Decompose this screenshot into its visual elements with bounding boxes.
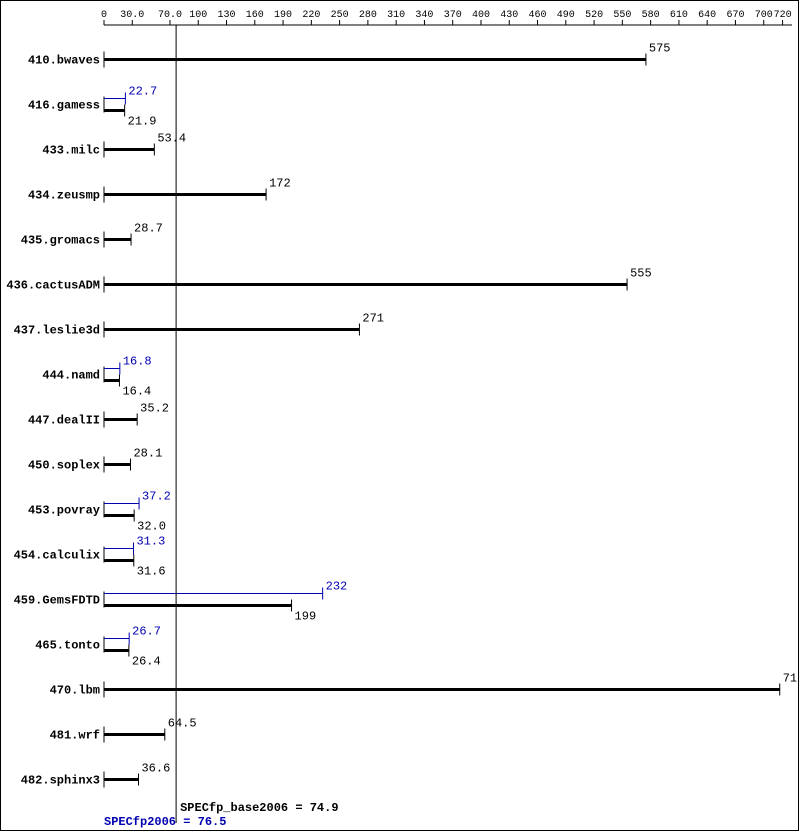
- bar-peak-value: 26.7: [132, 625, 161, 639]
- bar-base-value: 199: [295, 610, 317, 624]
- bar-base-value: 717: [783, 672, 799, 686]
- benchmark-label: 434.zeusmp: [28, 189, 100, 203]
- benchmark-label: 433.milc: [42, 144, 100, 158]
- footer-base-label: SPECfp_base2006 = 74.9: [180, 801, 338, 815]
- x-axis-label: 280: [359, 10, 377, 21]
- x-axis-label: 460: [529, 10, 547, 21]
- x-axis-label: 0: [101, 10, 107, 21]
- bar-base-value: 28.1: [133, 447, 162, 461]
- bar-base-value: 16.4: [122, 385, 151, 399]
- x-axis-label: 430: [500, 10, 518, 21]
- benchmark-label: 470.lbm: [50, 684, 100, 698]
- benchmark-label: 454.calculix: [14, 549, 100, 563]
- benchmark-label: 410.bwaves: [28, 54, 100, 68]
- benchmark-label: 465.tonto: [35, 639, 100, 653]
- x-axis-label: 220: [302, 10, 320, 21]
- x-axis-label: 490: [557, 10, 575, 21]
- benchmark-label: 436.cactusADM: [6, 279, 100, 293]
- benchmark-label: 444.namd: [42, 369, 100, 383]
- bar-base-value: 172: [269, 177, 291, 191]
- bar-base-value: 575: [649, 42, 671, 56]
- footer-peak-label: SPECfp2006 = 76.5: [104, 815, 226, 829]
- bar-base-value: 21.9: [128, 115, 157, 129]
- benchmark-label: 450.soplex: [28, 459, 100, 473]
- x-axis-label: 610: [670, 10, 688, 21]
- bar-peak-value: 16.8: [123, 355, 152, 369]
- bar-base-value: 26.4: [132, 655, 161, 669]
- x-axis-label: 340: [415, 10, 433, 21]
- x-axis-label: 520: [585, 10, 603, 21]
- x-axis-label: 160: [246, 10, 264, 21]
- x-axis-label: 100: [189, 10, 207, 21]
- benchmark-label: 447.dealII: [28, 414, 100, 428]
- benchmark-label: 453.povray: [28, 504, 100, 518]
- bar-base-value: 36.6: [141, 762, 170, 776]
- x-axis-label: 130: [218, 10, 236, 21]
- benchmark-label: 481.wrf: [50, 729, 100, 743]
- bar-base-value: 28.7: [134, 222, 163, 236]
- benchmark-label: 437.leslie3d: [14, 324, 100, 338]
- x-axis-label: 70.0: [158, 10, 182, 21]
- chart-border: [1, 1, 799, 831]
- bar-base-value: 53.4: [157, 132, 186, 146]
- bar-peak-value: 232: [326, 580, 348, 594]
- bar-base-value: 32.0: [137, 520, 166, 534]
- x-axis-label: 640: [698, 10, 716, 21]
- benchmark-label: 482.sphinx3: [21, 774, 100, 788]
- x-axis-label: 370: [444, 10, 462, 21]
- x-axis-label: 580: [642, 10, 660, 21]
- benchmark-label: 459.GemsFDTD: [14, 594, 100, 608]
- bar-base-value: 64.5: [168, 717, 197, 731]
- benchmark-label: 416.gamess: [28, 99, 100, 113]
- bar-peak-value: 31.3: [136, 535, 165, 549]
- x-axis-label: 720: [774, 10, 792, 21]
- bar-base-value: 35.2: [140, 402, 169, 416]
- bar-base-value: 271: [362, 312, 384, 326]
- x-axis-label: 30.0: [120, 10, 144, 21]
- specfp-chart: 0 30.0 70.0 100 130 160 190 220 250 280 310 340 370 4…: [0, 0, 799, 831]
- x-axis-label: 670: [726, 10, 744, 21]
- x-axis-label: 190: [274, 10, 292, 21]
- x-axis-label: 400: [472, 10, 490, 21]
- bar-base-value: 31.6: [137, 565, 166, 579]
- benchmark-label: 435.gromacs: [21, 234, 100, 248]
- x-axis-label: 550: [613, 10, 631, 21]
- bar-base-value: 555: [630, 267, 652, 281]
- x-axis-label: 310: [387, 10, 405, 21]
- bar-peak-value: 22.7: [128, 85, 157, 99]
- x-axis-label: 700: [755, 10, 773, 21]
- x-axis-label: 250: [331, 10, 349, 21]
- bar-peak-value: 37.2: [142, 490, 171, 504]
